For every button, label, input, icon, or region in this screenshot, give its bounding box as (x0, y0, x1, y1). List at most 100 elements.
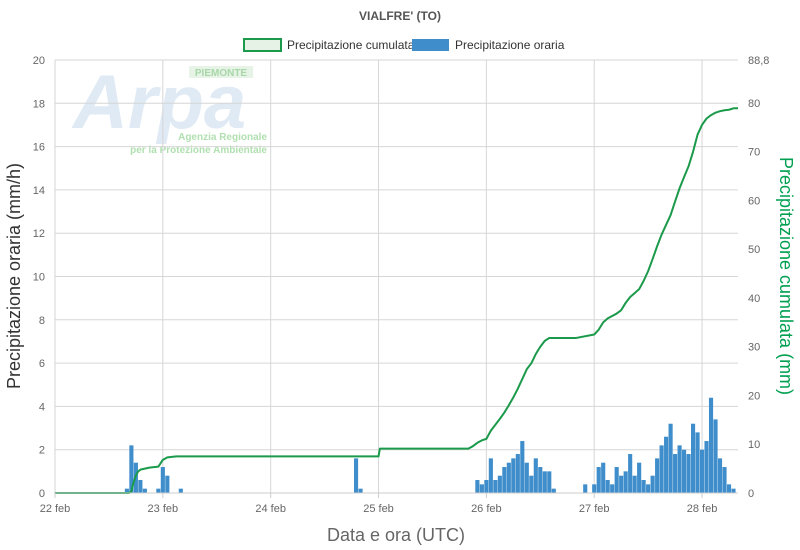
hourly-bar[interactable] (682, 449, 687, 493)
hourly-bar[interactable] (722, 467, 727, 493)
hourly-bar[interactable] (628, 454, 633, 493)
legend-item-cumulative[interactable]: Precipitazione cumulata (243, 38, 415, 52)
hourly-bar[interactable] (156, 488, 161, 493)
x-tick-label: 28 feb (687, 503, 718, 515)
hourly-bar[interactable] (358, 488, 363, 493)
y-tick-label: 4 (39, 401, 45, 413)
hourly-bar[interactable] (583, 484, 588, 493)
hourly-bar[interactable] (686, 454, 691, 493)
cumulative-line[interactable] (55, 107, 738, 494)
hourly-bar[interactable] (160, 467, 165, 493)
hourly-bar[interactable] (610, 484, 615, 493)
hourly-bar[interactable] (520, 441, 525, 493)
hourly-bar[interactable] (511, 458, 516, 493)
hourly-bar[interactable] (691, 423, 696, 493)
hourly-bar[interactable] (142, 488, 147, 493)
hourly-bar[interactable] (479, 484, 484, 493)
hourly-bar[interactable] (124, 488, 129, 493)
watermark-region-badge (189, 66, 253, 78)
grid (54, 59, 738, 493)
hourly-bar[interactable] (524, 462, 529, 493)
hourly-bar[interactable] (129, 445, 134, 493)
x-tick-label: 23 feb (148, 503, 179, 515)
x-axis-title: Data e ora (UTC) (327, 525, 465, 545)
hourly-bar[interactable] (677, 445, 682, 493)
y-axis-title-left: Precipitazione oraria (mm/h) (4, 163, 24, 389)
hourly-bar[interactable] (641, 480, 646, 493)
y-tick-label: 20 (33, 55, 45, 67)
hourly-bar[interactable] (650, 475, 655, 493)
hourly-bar[interactable] (484, 480, 489, 493)
x-tick-label: 24 feb (255, 503, 286, 515)
y-tick-label: 0 (39, 488, 45, 500)
hourly-bar[interactable] (493, 480, 498, 493)
y-tick-label: 18 (33, 98, 45, 110)
hourly-bar[interactable] (717, 458, 723, 493)
hourly-bar[interactable] (547, 471, 552, 493)
hourly-bar[interactable] (592, 484, 597, 493)
watermark-line2: per la Protezione Ambientale (130, 145, 267, 156)
hourly-bar[interactable] (601, 462, 606, 493)
hourly-bar[interactable] (695, 432, 700, 493)
hourly-bar[interactable] (637, 462, 642, 493)
hourly-bar[interactable] (538, 467, 543, 493)
hourly-bar[interactable] (551, 488, 556, 493)
hourly-bar[interactable] (619, 475, 624, 493)
x-tick-label: 22 feb (40, 503, 71, 515)
hourly-bar[interactable] (596, 467, 601, 493)
chart-title: VIALFRE' (TO) (359, 9, 441, 23)
y-tick-label: 6 (39, 358, 45, 370)
y-axis-title-right: Precipitazione cumulata (mm) (776, 157, 796, 395)
y2-tick-label: 30 (748, 342, 760, 354)
y2-tick-label: 80 (748, 98, 760, 110)
x-tick-label: 27 feb (579, 503, 610, 515)
y-tick-label: 2 (39, 445, 45, 457)
y2-tick-label: 50 (748, 244, 760, 256)
hourly-bar[interactable] (659, 445, 664, 493)
hourly-bar[interactable] (646, 484, 651, 493)
y-tick-label: 12 (33, 228, 45, 240)
legend-item-hourly[interactable]: Precipitazione oraria (412, 38, 565, 52)
y2-tick-label: 40 (748, 293, 760, 305)
y2-tick-label: 60 (748, 195, 760, 207)
hourly-bar[interactable] (353, 458, 359, 493)
hourly-bar[interactable] (502, 467, 507, 493)
hourly-bar[interactable] (165, 475, 170, 493)
hourly-bar[interactable] (533, 458, 538, 493)
hourly-bar[interactable] (731, 488, 736, 493)
hourly-bar[interactable] (655, 458, 660, 493)
hourly-bar[interactable] (704, 441, 709, 493)
y-tick-label: 14 (33, 185, 45, 197)
x-ticks: 22 feb 23 feb 24 feb 25 feb 26 feb 27 feb 28 f… (40, 493, 718, 515)
hourly-bar[interactable] (614, 467, 619, 493)
hourly-bar[interactable] (726, 484, 732, 493)
hourly-bar[interactable] (713, 419, 718, 493)
legend-swatch-cumulative (243, 38, 282, 52)
y2-tick-label: 70 (748, 147, 760, 159)
hourly-bar[interactable] (475, 480, 480, 493)
hourly-bar[interactable] (542, 471, 547, 493)
hourly-bar[interactable] (488, 458, 493, 493)
hourly-bar[interactable] (673, 454, 678, 493)
hourly-bar[interactable] (515, 454, 520, 493)
hourly-bar[interactable] (138, 480, 143, 493)
hourly-bar[interactable] (632, 475, 637, 493)
hourly-bar[interactable] (664, 436, 669, 493)
y-tick-label: 8 (39, 315, 45, 327)
hourly-bar[interactable] (668, 423, 673, 493)
hourly-bar[interactable] (699, 449, 705, 493)
x-tick-label: 25 feb (363, 503, 394, 515)
hourly-bar[interactable] (497, 475, 502, 493)
hourly-bar[interactable] (529, 475, 534, 493)
y2-tick-label: 88,8 (748, 55, 769, 67)
y-tick-label: 16 (33, 142, 45, 154)
hourly-bar[interactable] (605, 480, 610, 493)
cumulative-line-layer (55, 107, 738, 494)
hourly-bar[interactable] (178, 488, 183, 493)
hourly-bar[interactable] (623, 471, 628, 493)
legend-label-hourly: Precipitazione oraria (455, 38, 565, 52)
hourly-bar[interactable] (708, 397, 714, 493)
hourly-bar[interactable] (506, 462, 511, 493)
